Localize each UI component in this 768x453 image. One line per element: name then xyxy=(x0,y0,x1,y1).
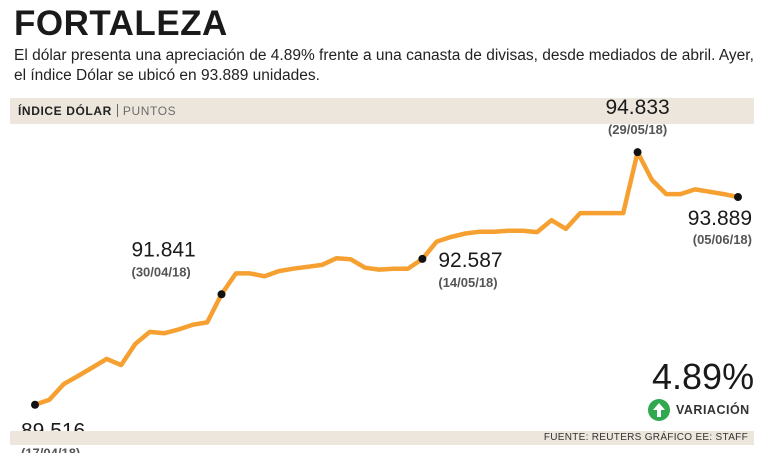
data-label-value: 94.833 xyxy=(605,96,669,119)
data-point-marker xyxy=(31,400,39,409)
data-label-date: (17/04/18) xyxy=(21,446,80,453)
variation-value: 4.89% xyxy=(652,356,755,397)
chart-header-band: ÍNDICE DÓLAR PUNTOS xyxy=(10,98,754,124)
chart-unit: PUNTOS xyxy=(122,104,177,118)
data-point-marker xyxy=(217,290,226,299)
data-point-marker xyxy=(633,148,642,157)
variation-label: VARIACIÓN xyxy=(676,403,750,417)
series-line-indice-dolar xyxy=(32,149,741,407)
page-subtitle: El dólar presenta una apreciación de 4.8… xyxy=(14,47,754,84)
data-label-date: (29/05/18) xyxy=(608,122,667,137)
data-label-value: 92.587 xyxy=(438,249,502,272)
chart-header-label: ÍNDICE DÓLAR PUNTOS xyxy=(18,104,176,118)
data-point-marker xyxy=(734,193,742,202)
data-label-date: (14/05/18) xyxy=(438,275,497,290)
separator xyxy=(116,104,118,117)
data-label-date: (05/06/18) xyxy=(693,232,752,247)
data-label-value: 91.841 xyxy=(132,238,196,261)
chart-title: ÍNDICE DÓLAR xyxy=(18,104,112,118)
data-label-date: (30/04/18) xyxy=(132,264,191,279)
page-title: FORTALEZA xyxy=(14,4,228,43)
source-note: FUENTE: REUTERS GRÁFICO EE: STAFF xyxy=(543,432,748,443)
footer-band: FUENTE: REUTERS GRÁFICO EE: STAFF xyxy=(10,431,754,445)
data-point-marker xyxy=(418,254,427,263)
data-label-value: 93.889 xyxy=(688,207,752,230)
arrow-up-icon xyxy=(648,399,670,421)
